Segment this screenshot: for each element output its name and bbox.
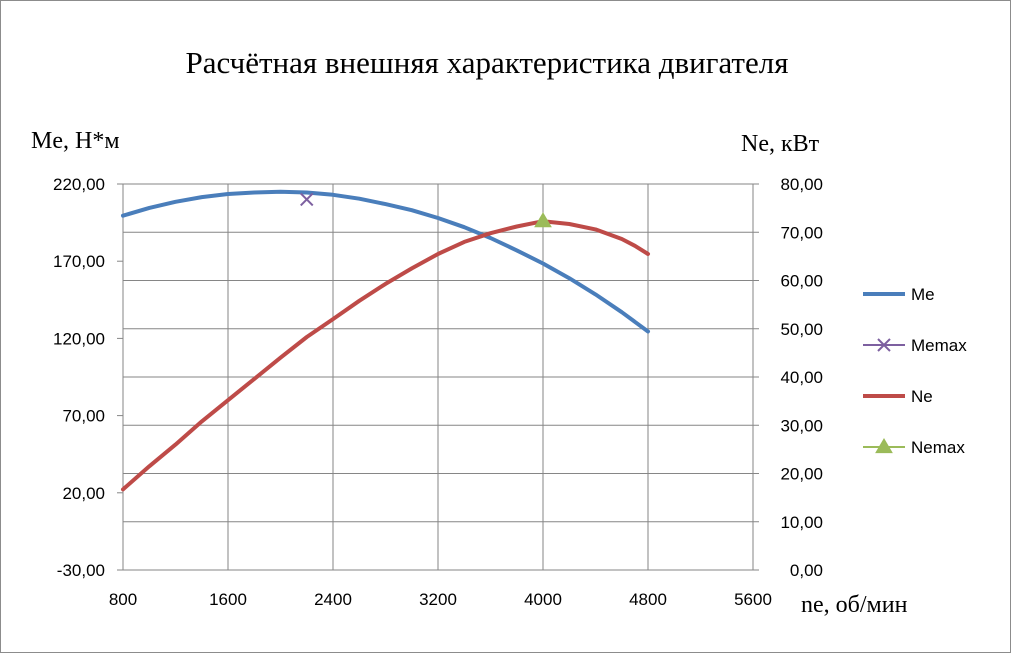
y-left-tick-label: 20,00 bbox=[62, 484, 105, 503]
series-point-nemax bbox=[534, 212, 552, 228]
y-right-tick-label: 50,00 bbox=[780, 320, 823, 339]
y-left-axis-title: Me, Н*м bbox=[31, 128, 120, 154]
x-tick-label: 2400 bbox=[314, 590, 352, 609]
y-right-tick-label: 20,00 bbox=[780, 465, 823, 484]
y-left-tick-label: 120,00 bbox=[53, 329, 105, 348]
legend-marker-nemax bbox=[875, 438, 893, 454]
legend-label-ne: Ne bbox=[911, 387, 933, 406]
x-tick-label: 5600 bbox=[734, 590, 772, 609]
series-line-ne bbox=[121, 219, 650, 492]
y-right-tick-label: 10,00 bbox=[780, 513, 823, 532]
x-tick-label: 4800 bbox=[629, 590, 667, 609]
series-point-memax-stroke bbox=[300, 192, 314, 207]
x-tick-label: 1600 bbox=[209, 590, 247, 609]
tick-labels: 800 1600 2400 3200 4000 4800 5600 80,00 70,00 60,… bbox=[53, 175, 823, 609]
x-tick-label: 3200 bbox=[419, 590, 457, 609]
y-left-tick-label: 170,00 bbox=[53, 252, 105, 271]
chart-title: Расчётная внешняя характеристика двигате… bbox=[186, 45, 789, 80]
series bbox=[121, 189, 650, 492]
legend-label-memax: Memax bbox=[911, 336, 967, 355]
y-left-tick-label: 220,00 bbox=[53, 175, 105, 194]
y-right-tick-label: 70,00 bbox=[780, 223, 823, 242]
axes bbox=[117, 183, 759, 571]
y-left-tick-label: -30,00 bbox=[57, 561, 105, 580]
y-right-tick-label: 60,00 bbox=[780, 272, 823, 291]
y-right-tick-label: 80,00 bbox=[780, 175, 823, 194]
y-right-tick-label: 30,00 bbox=[780, 416, 823, 435]
gridlines bbox=[123, 183, 753, 570]
y-left-tick-label: 70,00 bbox=[62, 407, 105, 426]
x-tick-label: 4000 bbox=[524, 590, 562, 609]
series-point-memax bbox=[300, 192, 314, 207]
y-right-tick-label: 40,00 bbox=[780, 368, 823, 387]
legend-label-nemax: Nemax bbox=[911, 438, 965, 457]
legend-marker-memax-stroke bbox=[877, 338, 891, 352]
x-tick-label: 800 bbox=[109, 590, 137, 609]
legend: Me Memax Ne Nemax bbox=[863, 285, 967, 457]
y-right-axis-title: Ne, кВт bbox=[741, 131, 820, 157]
legend-marker-memax bbox=[877, 338, 891, 352]
legend-label-me: Me bbox=[911, 285, 935, 304]
y-right-tick-label: 0,00 bbox=[790, 561, 823, 580]
x-axis-title: ne, об/мин bbox=[801, 592, 908, 618]
series-line-me bbox=[121, 189, 650, 334]
